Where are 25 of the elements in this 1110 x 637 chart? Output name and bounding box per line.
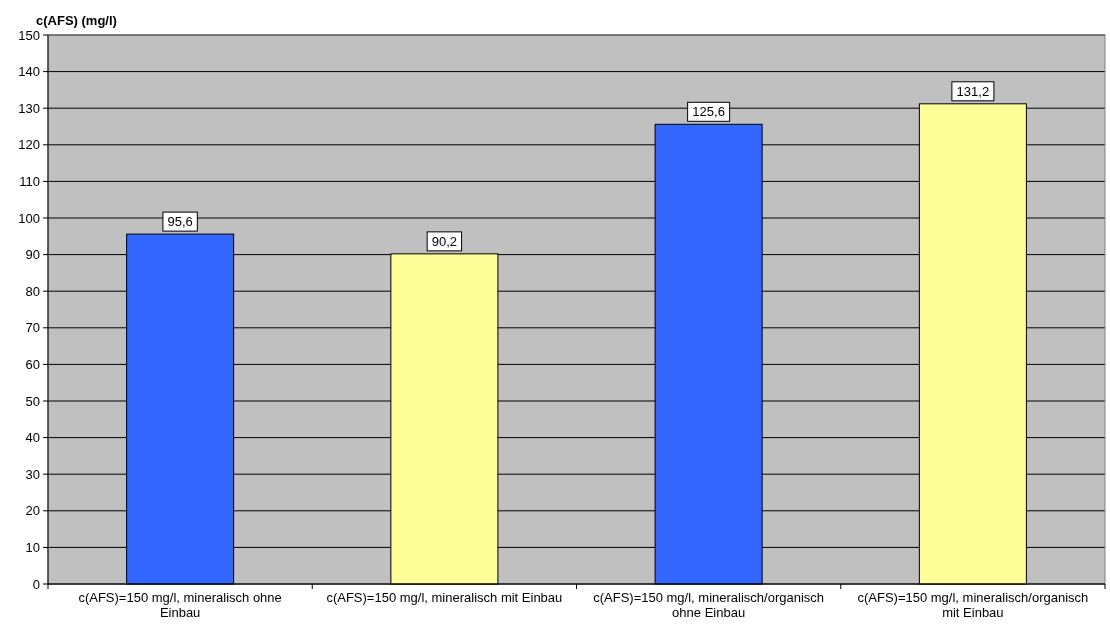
data-label: 125,6 (692, 104, 725, 120)
data-label: 131,2 (956, 83, 990, 99)
y-tick-label: 100 (18, 210, 40, 226)
y-tick-label: 150 (18, 27, 40, 43)
y-tick-label: 130 (18, 100, 40, 116)
y-tick-label: 30 (25, 466, 40, 482)
y-tick-label: 40 (25, 430, 40, 446)
y-axis-title: c(AFS) (mg/l) (36, 13, 117, 28)
data-label: 90,2 (431, 233, 458, 249)
y-tick-label: 90 (25, 247, 40, 263)
data-label: 95,6 (167, 214, 193, 230)
x-tick-label: c(AFS)=150 mg/l, mineralisch ohne Einbau (78, 590, 282, 620)
y-tick-label: 10 (25, 539, 40, 555)
y-tick-label: 110 (19, 173, 40, 189)
x-tick-label: c(AFS)=150 mg/l, mineralisch/organisch ohne Einbau (593, 590, 825, 620)
y-tick-label: 140 (18, 64, 40, 80)
y-tick-label: 50 (25, 393, 40, 409)
y-tick-label: 70 (25, 320, 40, 336)
y-tick-label: 60 (25, 356, 40, 372)
y-tick-label: 20 (25, 503, 40, 519)
y-tick-label: 120 (18, 137, 40, 153)
y-tick-label: 80 (25, 283, 40, 299)
x-tick-label: c(AFS)=150 mg/l, mineralisch/organisch mit Einbau (857, 590, 1089, 620)
y-tick-label: 0 (32, 576, 40, 592)
x-tick-label: c(AFS)=150 mg/l, mineralisch mit Einbau (326, 590, 563, 605)
